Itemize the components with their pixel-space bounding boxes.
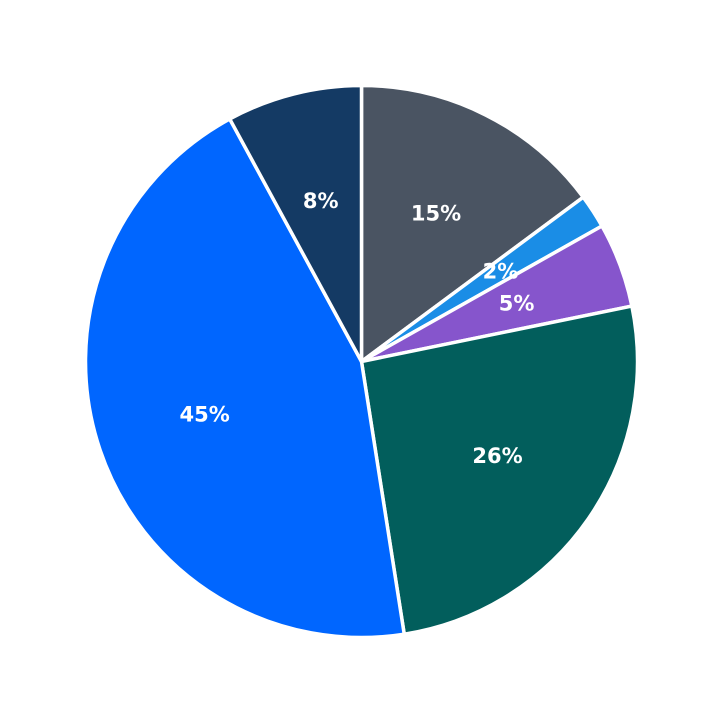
pie-slice-label-1: 2% <box>483 259 519 283</box>
pie-slice-3 <box>359 304 640 636</box>
pie-slice-0 <box>359 83 586 364</box>
pie-slice-4 <box>83 117 407 640</box>
pie-slice-label-0: 15% <box>411 202 461 226</box>
pie-labels: 15% 2% 5% 26% 45% 8% <box>180 189 535 468</box>
pie-slice-label-2: 5% <box>499 292 535 316</box>
pie-slice-label-3: 26% <box>472 444 522 468</box>
pie-slices <box>83 83 640 640</box>
pie-slice-label-4: 45% <box>180 403 230 427</box>
pie-slice-5 <box>227 83 364 364</box>
pie-slice-label-5: 8% <box>303 189 339 213</box>
